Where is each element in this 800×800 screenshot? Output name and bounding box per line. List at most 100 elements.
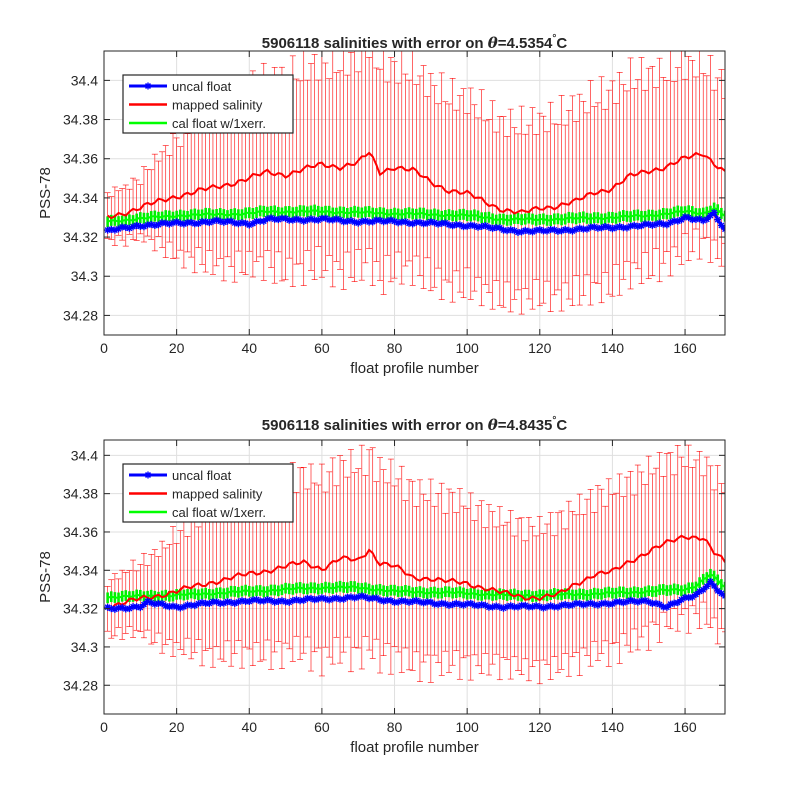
chart2-uncal-float-marker [380, 597, 388, 605]
chart1-cal-float-line [107, 206, 725, 223]
chart1-y-axis-label: PSS-78 [37, 167, 54, 219]
chart2-uncal-float-marker [173, 603, 181, 611]
chart2-uncal-float-marker [169, 602, 177, 610]
chart1-uncal-float-marker [354, 219, 362, 227]
chart1-uncal-float-marker [547, 225, 555, 233]
chart1-uncal-float-marker [391, 217, 399, 225]
chart2-uncal-float-marker [347, 593, 355, 601]
chart2-uncal-float-marker [590, 600, 598, 608]
chart1-uncal-float-marker [561, 225, 569, 233]
chart1-uncal-float-marker [536, 226, 544, 234]
chart2-uncal-float-marker [307, 594, 315, 602]
chart2-uncal-float-marker [587, 599, 595, 607]
chart2-x-tick-label: 80 [387, 719, 403, 735]
chart2-x-tick-label: 160 [673, 719, 697, 735]
chart1-uncal-float-marker [656, 219, 664, 227]
chart1-uncal-float-marker [550, 226, 558, 234]
chart1-y-tick-label: 34.38 [63, 112, 98, 128]
chart2-uncal-float-marker [703, 582, 711, 590]
chart2-uncal-float-marker [187, 601, 195, 609]
chart2-uncal-float-marker [405, 598, 413, 606]
chart2-uncal-float-marker [427, 598, 435, 606]
chart2-uncal-float-marker [376, 596, 384, 604]
chart2-uncal-float-marker [238, 597, 246, 605]
chart2-uncal-float-marker [158, 600, 166, 608]
chart2-uncal-float-marker [285, 598, 293, 606]
chart2-uncal-float-marker [136, 604, 144, 612]
chart1-uncal-float-marker [717, 221, 725, 229]
chart2-uncal-float-marker [467, 599, 475, 607]
chart1-uncal-float-marker [292, 215, 300, 223]
chart1-x-tick-label: 40 [241, 340, 257, 356]
chart2-uncal-float-marker [104, 603, 112, 611]
chart1-uncal-float-marker [681, 213, 689, 221]
chart2-uncal-float-marker [361, 593, 369, 601]
chart2-uncal-float-marker [579, 601, 587, 609]
chart2-uncal-float-marker [717, 589, 725, 597]
chart1-uncal-float-marker [481, 222, 489, 230]
chart1-uncal-float-marker [677, 216, 685, 224]
chart1-uncal-float-marker [543, 227, 551, 235]
chart1-x-tick-label: 80 [387, 340, 403, 356]
chart1-title-unit: C [556, 35, 567, 52]
chart2-uncal-float-marker [518, 601, 526, 609]
chart2-uncal-float-marker [398, 597, 406, 605]
chart1-x-axis-label: float profile number [350, 360, 478, 377]
chart2-uncal-float-marker [267, 597, 275, 605]
chart1-uncal-float-marker [652, 220, 660, 228]
chart1-uncal-float-marker [394, 219, 402, 227]
chart1-uncal-float-marker [518, 228, 526, 236]
chart2-uncal-float-marker [253, 596, 261, 604]
chart1-uncal-float-marker [289, 216, 297, 224]
chart2-y-tick-label: 34.28 [63, 677, 98, 693]
chart2-uncal-float-marker [144, 597, 152, 605]
chart1-title: 5906118 salinities with error on θ=4.535… [262, 33, 568, 52]
chart2-uncal-float-marker [365, 595, 373, 603]
chart1-title-prefix: 5906118 salinities with error on [262, 35, 488, 52]
chart2-uncal-float-marker [598, 600, 606, 608]
chart2-mapped-salinity-line [107, 534, 725, 610]
chart1-uncal-float-marker [670, 217, 678, 225]
chart1-uncal-float-marker [616, 223, 624, 231]
chart2-uncal-float-marker [300, 596, 308, 604]
chart2-uncal-float-marker [583, 600, 591, 608]
chart1-uncal-float-marker [351, 218, 359, 226]
chart2-uncal-float-marker [133, 603, 141, 611]
chart1-uncal-float-marker [529, 228, 537, 236]
chart2-uncal-float-marker [696, 587, 704, 595]
chart1-uncal-float-marker [169, 219, 177, 227]
chart2-uncal-float-marker [213, 598, 221, 606]
chart1-uncal-float-marker [271, 215, 279, 223]
chart2-uncal-float-marker [423, 598, 431, 606]
chart1-uncal-float-marker [274, 216, 282, 224]
chart1-uncal-float-marker [256, 217, 264, 225]
chart2-uncal-float-marker [539, 604, 547, 612]
chart2-x-tick-label: 100 [455, 719, 479, 735]
chart1-uncal-float-marker [674, 217, 682, 225]
chart2-x-tick-label: 20 [169, 719, 185, 735]
chart1-uncal-float-marker [558, 227, 566, 235]
chart1-uncal-float-marker [576, 224, 584, 232]
chart1-x-tick-label: 120 [528, 340, 552, 356]
chart1-uncal-float-marker [590, 223, 598, 231]
chart1-uncal-float-marker [434, 220, 442, 228]
chart1-uncal-float-marker [198, 218, 206, 226]
chart2-uncal-float-marker [714, 587, 722, 595]
chart1-uncal-float-marker [376, 216, 384, 224]
chart1-title-degree: ° [552, 33, 556, 44]
chart2-uncal-float-marker [489, 603, 497, 611]
chart2-uncal-float-marker [122, 605, 130, 613]
chart2-uncal-float-marker [677, 596, 685, 604]
chart1-uncal-float-marker [594, 224, 602, 232]
chart2-uncal-float-marker [478, 601, 486, 609]
chart2-uncal-float-marker [231, 599, 239, 607]
chart2-uncal-float-marker [387, 597, 395, 605]
chart2-uncal-float-marker [449, 601, 457, 609]
chart2-uncal-float-marker [503, 603, 511, 611]
chart2-uncal-float-marker [543, 603, 551, 611]
chart2-uncal-float-marker [525, 603, 533, 611]
chart2-legend-label-mapped-salinity: mapped salinity [172, 487, 263, 502]
chart2-uncal-float-marker [692, 591, 700, 599]
chart2-uncal-float-marker [329, 595, 337, 603]
chart2-data-layer [104, 444, 725, 685]
